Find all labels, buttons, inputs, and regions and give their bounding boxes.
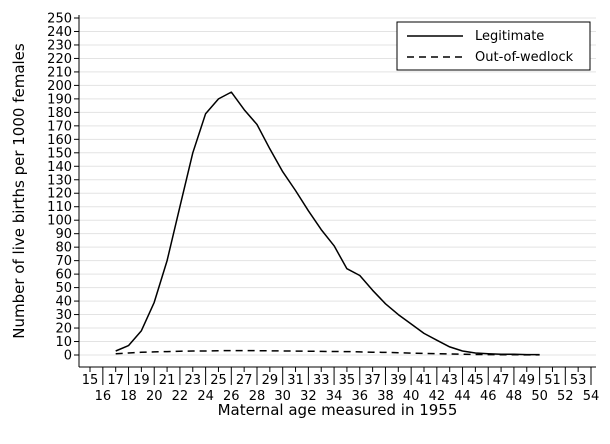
x-tick-label: 48 — [506, 389, 523, 404]
x-tick-label: 53 — [570, 373, 587, 388]
x-tick-label: 50 — [531, 389, 548, 404]
x-tick-label: 38 — [377, 389, 394, 404]
y-tick-label: 120 — [47, 187, 72, 202]
y-tick-label: 60 — [55, 268, 72, 283]
legend-label-out-of-wedlock: Out-of-wedlock — [475, 50, 574, 65]
x-tick-label: 18 — [120, 389, 137, 404]
x-tick-label: 27 — [236, 373, 253, 388]
series-lines — [115, 91, 540, 356]
y-tick-label: 80 — [55, 241, 72, 256]
x-tick-label: 25 — [210, 373, 227, 388]
y-axis-ticks: 0102030405060708090100110120130140150160… — [47, 12, 79, 364]
x-tick-label: 16 — [95, 389, 112, 404]
x-tick-label: 39 — [390, 373, 407, 388]
y-tick-label: 10 — [55, 335, 72, 350]
legend-label-legitimate: Legitimate — [475, 29, 544, 44]
y-tick-label: 40 — [55, 295, 72, 310]
y-tick-label: 70 — [55, 254, 72, 269]
y-tick-label: 0 — [64, 349, 72, 364]
y-tick-label: 20 — [55, 322, 72, 337]
y-tick-label: 220 — [47, 52, 72, 67]
x-tick-label: 24 — [197, 389, 214, 404]
x-tick-label: 47 — [493, 373, 510, 388]
x-tick-label: 41 — [416, 373, 433, 388]
y-tick-label: 190 — [47, 92, 72, 107]
x-tick-label: 33 — [313, 373, 330, 388]
x-tick-label: 36 — [351, 389, 368, 404]
x-tick-label: 22 — [172, 389, 189, 404]
x-tick-label: 45 — [467, 373, 484, 388]
gridlines — [79, 17, 596, 356]
x-tick-label: 23 — [184, 373, 201, 388]
y-tick-label: 90 — [55, 227, 72, 242]
x-tick-label: 37 — [364, 373, 381, 388]
x-tick-label: 34 — [326, 389, 343, 404]
y-axis-title: Number of live births per 1000 females — [10, 43, 28, 339]
x-tick-label: 30 — [274, 389, 291, 404]
x-tick-label: 51 — [544, 373, 561, 388]
x-tick-label: 31 — [287, 373, 304, 388]
y-tick-label: 130 — [47, 173, 72, 188]
x-tick-label: 40 — [403, 389, 420, 404]
x-axis-title: Maternal age measured in 1955 — [218, 401, 458, 419]
x-tick-label: 49 — [518, 373, 535, 388]
y-tick-label: 50 — [55, 281, 72, 296]
legend-box — [396, 21, 591, 71]
x-tick-label: 46 — [480, 389, 497, 404]
x-tick-label: 17 — [107, 373, 124, 388]
y-tick-label: 160 — [47, 133, 72, 148]
series-line-out-of-wedlock — [115, 349, 540, 356]
y-tick-label: 140 — [47, 160, 72, 175]
x-tick-label: 42 — [429, 389, 446, 404]
x-tick-label: 44 — [454, 389, 471, 404]
x-tick-label: 32 — [300, 389, 317, 404]
x-axis-ticks: 1516171819202122232425262728293031323334… — [82, 367, 600, 404]
y-tick-label: 210 — [47, 65, 72, 80]
x-tick-label: 28 — [249, 389, 266, 404]
y-tick-label: 230 — [47, 38, 72, 53]
y-tick-label: 240 — [47, 25, 72, 40]
y-tick-label: 200 — [47, 79, 72, 94]
x-tick-label: 52 — [557, 389, 574, 404]
x-tick-label: 21 — [159, 373, 176, 388]
x-tick-label: 15 — [82, 373, 99, 388]
axes — [78, 15, 596, 368]
legend: Legitimate Out-of-wedlock — [396, 21, 591, 71]
y-tick-label: 180 — [47, 106, 72, 121]
y-tick-label: 170 — [47, 119, 72, 134]
x-tick-label: 26 — [223, 389, 240, 404]
y-tick-label: 100 — [47, 214, 72, 229]
x-tick-label: 29 — [262, 373, 279, 388]
x-tick-label: 35 — [339, 373, 356, 388]
x-tick-label: 43 — [441, 373, 458, 388]
y-tick-label: 110 — [47, 200, 72, 215]
y-tick-label: 30 — [55, 308, 72, 323]
x-tick-label: 19 — [133, 373, 150, 388]
y-tick-label: 250 — [47, 12, 72, 27]
x-tick-label: 54 — [583, 389, 600, 404]
series-line-legitimate — [115, 91, 540, 356]
y-tick-label: 150 — [47, 146, 72, 161]
x-tick-label: 20 — [146, 389, 163, 404]
